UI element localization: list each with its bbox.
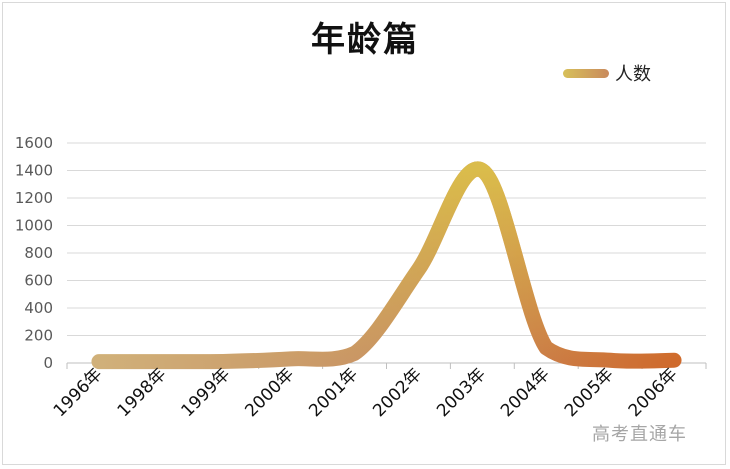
y-tick-label: 1600: [15, 134, 53, 152]
chart-title: 年龄篇: [311, 20, 419, 60]
x-tick-label: 1998年: [114, 364, 171, 421]
y-tick-label: 1200: [15, 189, 53, 207]
x-tick-label: 2001年: [305, 364, 362, 421]
y-tick-label: 800: [24, 244, 53, 262]
y-tick-label: 400: [24, 299, 53, 317]
x-tick-label: 2002年: [369, 364, 426, 421]
x-tick-label: 2006年: [625, 364, 682, 421]
legend: 人数: [563, 61, 651, 85]
legend-swatch: [563, 68, 609, 78]
x-tick-label: 1999年: [178, 364, 235, 421]
x-tick-label: 1996年: [50, 364, 107, 421]
y-tick-label: 1000: [15, 217, 53, 235]
legend-label: 人数: [615, 64, 651, 85]
y-tick-label: 0: [43, 354, 53, 372]
y-tick-label: 600: [24, 272, 53, 290]
y-tick-label: 1400: [15, 162, 53, 180]
watermark: 高考直通车: [592, 424, 687, 445]
y-tick-label: 200: [24, 327, 53, 345]
x-tick-label: 2005年: [561, 364, 618, 421]
series-line-highlight: [91, 161, 682, 370]
x-tick-label: 2004年: [497, 364, 554, 421]
x-tick-label: 2000年: [241, 364, 298, 421]
chart-frame: [2, 2, 726, 465]
x-tick-label: 2003年: [433, 364, 490, 421]
